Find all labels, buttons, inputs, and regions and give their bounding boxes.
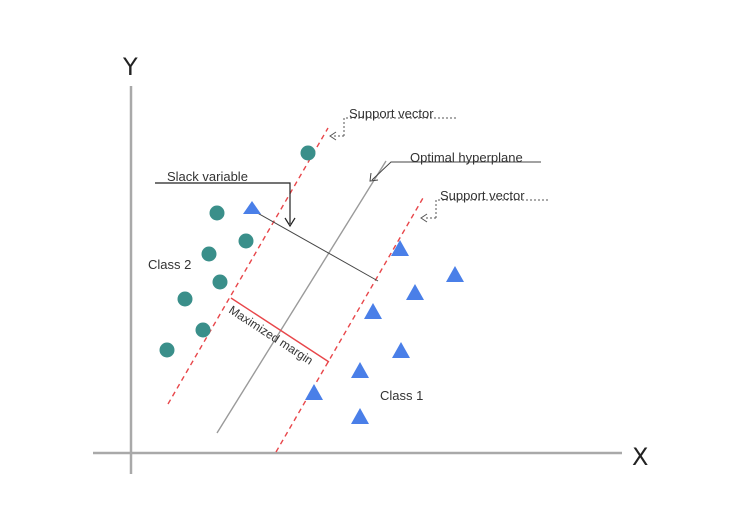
class-1-point	[351, 408, 369, 424]
class-2-point	[209, 205, 225, 221]
maximized-margin-label: Maximized margin	[226, 303, 315, 368]
slack-variable-leader	[155, 182, 291, 224]
support-vector-line-upper	[167, 127, 329, 405]
class-2-point	[300, 145, 316, 161]
class-1-points	[243, 201, 464, 424]
slack-variable-label: Slack variable	[167, 169, 248, 184]
class-2-point	[177, 291, 193, 307]
support-vector-right-leader	[435, 199, 548, 218]
class-2-point	[212, 274, 228, 290]
class-2-point	[195, 322, 211, 338]
class-1-point	[364, 303, 382, 319]
support-vector-top-label: Support vector	[349, 106, 434, 121]
class-1-point	[351, 362, 369, 378]
support-vector-right-arrowhead-icon	[420, 213, 428, 223]
class-1-point	[446, 266, 464, 282]
class-1-point	[305, 384, 323, 400]
class-1-point	[243, 201, 261, 214]
y-axis-label: Y	[122, 53, 138, 81]
slack-variable-arrowhead-icon	[284, 217, 296, 228]
support-vector-top-arrowhead-icon	[329, 131, 337, 141]
class-2-points	[159, 145, 316, 358]
x-axis-label: X	[632, 443, 648, 471]
class-1-point	[391, 240, 409, 256]
maximized-margin-line	[230, 297, 330, 363]
support-vector-top-leader	[343, 117, 458, 136]
optimal-hyperplane-line	[216, 160, 387, 434]
class-2-point	[159, 342, 175, 358]
class-1-point	[406, 284, 424, 300]
support-vector-right-label: Support vector	[440, 188, 525, 203]
optimal-hyperplane-leader	[371, 161, 541, 181]
class-1-label: Class 1	[380, 388, 423, 403]
class-1-point	[392, 342, 410, 358]
class-2-label: Class 2	[148, 257, 191, 272]
optimal-hyperplane-label: Optimal hyperplane	[410, 150, 523, 165]
class-2-point	[201, 246, 217, 262]
slack-connector-line	[253, 210, 379, 282]
optimal-hyperplane-arrowhead-icon	[369, 172, 379, 182]
support-vector-line-lower	[275, 197, 424, 453]
class-2-point	[238, 233, 254, 249]
